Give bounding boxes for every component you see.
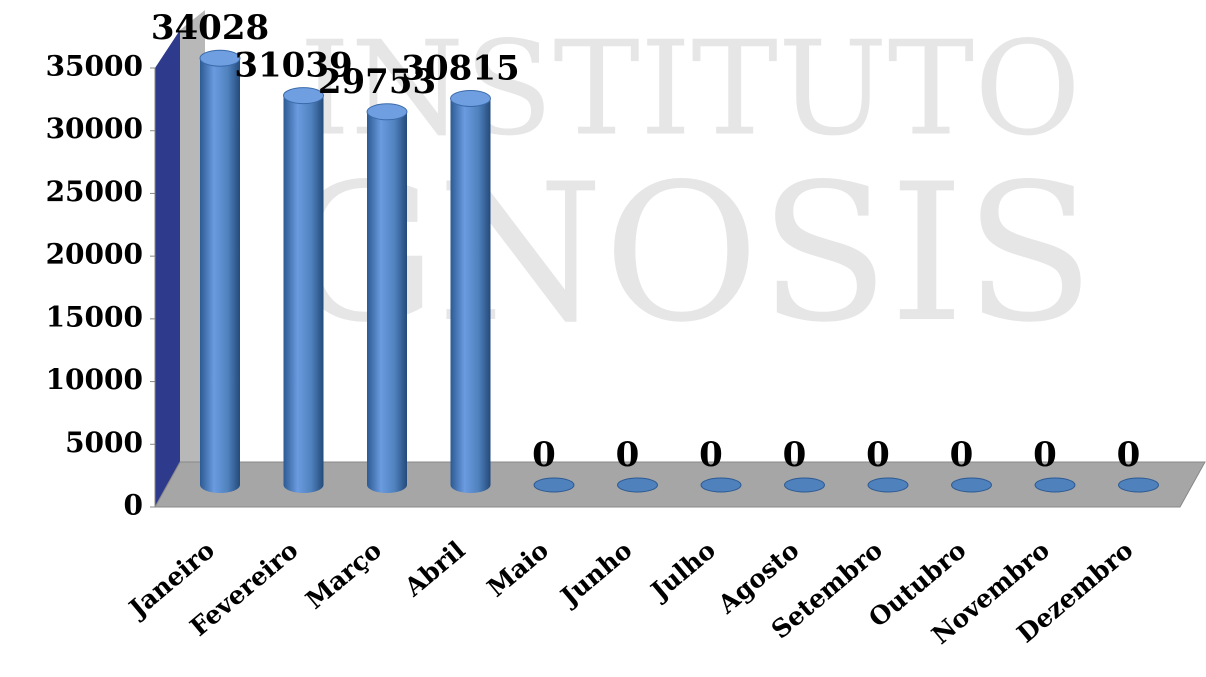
x-tick-label: Março	[300, 535, 387, 614]
bar-top	[951, 477, 992, 493]
bar-body	[200, 58, 240, 486]
value-label: 31039	[234, 46, 352, 86]
bar-top	[1034, 477, 1076, 493]
bar	[867, 477, 909, 493]
bar-top	[617, 477, 658, 493]
value-label: 34028	[151, 8, 269, 48]
bar-bottom	[200, 477, 240, 493]
value-label: 0	[532, 435, 556, 475]
bar-top	[533, 477, 575, 493]
y-tick-label: 5000	[65, 426, 143, 459]
bar-top	[700, 477, 742, 493]
y-tick-label: 15000	[46, 300, 143, 333]
bar	[951, 477, 992, 493]
bar	[366, 103, 408, 493]
bar-body	[367, 111, 407, 485]
x-tick-label: Julho	[644, 535, 721, 606]
bar	[533, 477, 575, 493]
bar-body	[283, 95, 324, 486]
bar	[700, 477, 742, 493]
bar-top	[867, 477, 909, 493]
floor	[154, 461, 1206, 508]
bar	[784, 477, 825, 493]
watermark: GNOSIS	[285, 143, 1094, 364]
value-label: 0	[1117, 435, 1141, 475]
bar-top	[199, 49, 241, 67]
y-tick-label: 30000	[46, 112, 143, 145]
x-tick-label: Junho	[554, 535, 638, 612]
y-tick-label: 35000	[46, 50, 143, 83]
value-label: 0	[950, 435, 974, 475]
y-tick-label: 0	[124, 489, 143, 522]
value-label: 0	[699, 435, 723, 475]
bar-bottom	[367, 477, 407, 493]
watermark: INSTITUTO	[299, 13, 1081, 165]
bar	[199, 49, 241, 493]
bar-body	[450, 98, 491, 486]
bar-bottom	[450, 477, 491, 493]
back-wall	[180, 10, 205, 462]
value-label: 29753	[318, 62, 436, 102]
y-tick-label: 25000	[46, 175, 143, 208]
x-tick-label: Abril	[398, 535, 470, 602]
bar	[450, 89, 491, 493]
y-tick-label: 20000	[46, 238, 143, 271]
x-tick-label: Maio	[482, 535, 554, 602]
value-label: 30815	[401, 48, 519, 88]
bar-top	[366, 103, 408, 121]
bar	[283, 87, 324, 493]
bar-bottom	[283, 477, 324, 493]
value-label: 0	[1033, 435, 1057, 475]
bar	[1034, 477, 1076, 493]
bar	[1118, 477, 1159, 493]
bar-top	[450, 89, 491, 107]
bar-top	[283, 87, 324, 105]
y-tick-label: 10000	[46, 363, 143, 396]
bar	[617, 477, 658, 493]
bar-top	[784, 477, 825, 493]
side-wall	[155, 30, 180, 507]
value-label: 0	[866, 435, 890, 475]
bar-top	[1118, 477, 1159, 493]
value-label: 0	[616, 435, 640, 475]
value-label: 0	[783, 435, 807, 475]
